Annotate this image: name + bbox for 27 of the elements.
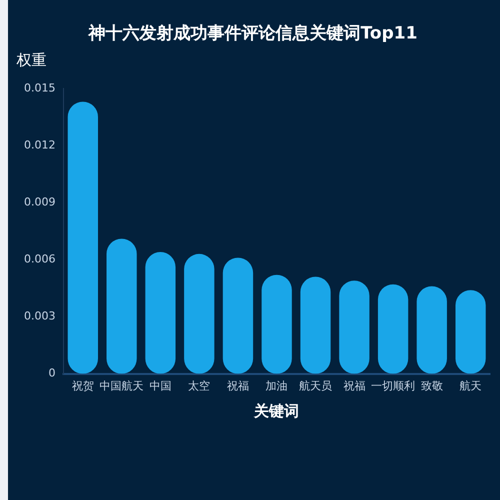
x-tick-label: 致敬 xyxy=(420,379,443,392)
y-tick-label: 0.006 xyxy=(24,252,56,266)
y-tick-label: 0 xyxy=(48,366,56,380)
y-tick-label: 0.015 xyxy=(24,81,56,94)
bar xyxy=(222,258,254,374)
y-tick-label: 0.003 xyxy=(24,310,56,323)
x-tick-label: 一切顺利 xyxy=(371,379,416,392)
x-tick-label: 中国航天 xyxy=(100,379,144,392)
y-axis-title: 权重 xyxy=(15,50,46,69)
bar xyxy=(145,252,176,374)
y-tick-label: 0.012 xyxy=(24,138,56,152)
x-tick-label: 航天员 xyxy=(299,379,332,392)
bar xyxy=(262,274,292,374)
x-tick-label: 中国 xyxy=(149,379,172,392)
bar xyxy=(300,276,331,374)
x-axis-title: 关键词 xyxy=(253,402,300,420)
y-tick-label: 0.009 xyxy=(24,195,56,208)
x-tick-label: 祝贺 xyxy=(72,379,94,392)
x-tick-label: 祝福 xyxy=(226,379,249,392)
bar xyxy=(106,238,137,374)
x-tick-label: 太空 xyxy=(188,379,210,392)
bar xyxy=(68,102,98,374)
chart-title: 神十六发射成功事件评论信息关键词Top11 xyxy=(88,24,418,44)
x-tick-label: 航天 xyxy=(460,379,482,392)
bar xyxy=(184,254,214,374)
x-tick-label: 祝福 xyxy=(343,379,366,392)
x-tick-label: 加油 xyxy=(266,379,288,392)
